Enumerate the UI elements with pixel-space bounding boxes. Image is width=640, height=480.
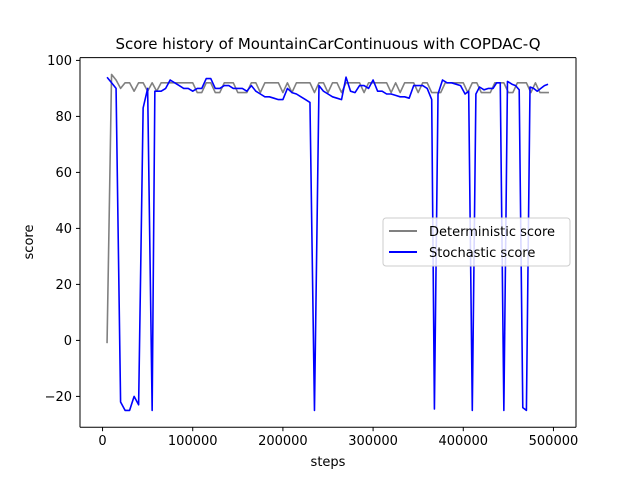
x-tick-label: 300000 <box>348 434 398 449</box>
legend: Deterministic score Stochastic score <box>382 217 571 267</box>
legend-label-stochastic: Stochastic score <box>429 246 535 261</box>
y-tick-label: 100 <box>47 54 72 69</box>
y-tick-label: 60 <box>55 166 72 181</box>
plot-frame <box>79 57 577 428</box>
x-axis-ticks: 0 100000 200000 300000 400000 500000 <box>98 427 578 449</box>
x-axis-label: steps <box>311 455 346 470</box>
x-tick-label: 200000 <box>258 434 308 449</box>
y-tick-label: −20 <box>45 390 72 405</box>
y-axis-ticks: −20 0 20 40 60 80 100 <box>45 54 80 405</box>
series-layer <box>106 73 549 412</box>
x-tick-label: 500000 <box>529 434 579 449</box>
y-tick-label: 40 <box>55 222 72 237</box>
chart-title: Score history of MountainCarContinuous w… <box>115 35 540 53</box>
y-tick-label: 0 <box>64 334 72 349</box>
x-tick-label: 400000 <box>438 434 488 449</box>
x-tick-label: 100000 <box>168 434 218 449</box>
series-line-stochastic <box>106 76 549 412</box>
legend-label-deterministic: Deterministic score <box>429 225 555 240</box>
y-axis-label: score <box>22 225 37 260</box>
x-tick-label: 0 <box>98 434 106 449</box>
y-tick-label: 80 <box>55 110 72 125</box>
series-line-deterministic <box>106 73 549 344</box>
legend-box <box>382 217 571 267</box>
y-tick-label: 20 <box>55 278 72 293</box>
